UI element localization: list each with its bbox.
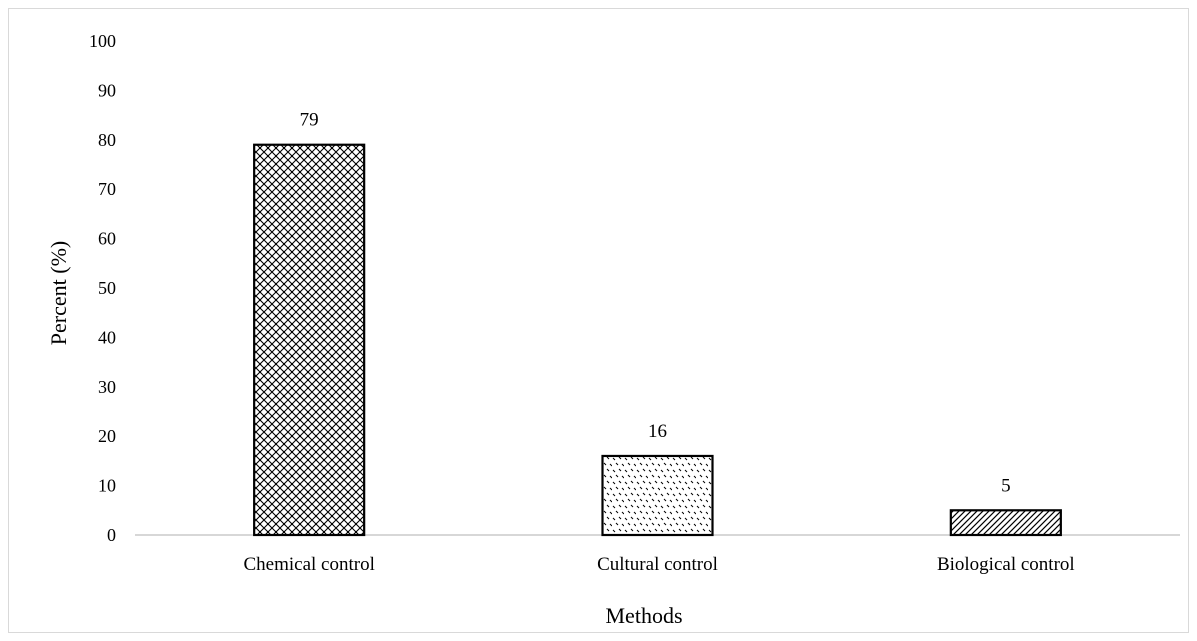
data-label: 79 [300, 110, 319, 131]
y-tick-label: 20 [98, 426, 116, 446]
y-tick-label: 70 [98, 179, 116, 199]
y-tick-label: 100 [89, 31, 116, 51]
y-tick-label: 30 [98, 377, 116, 397]
y-axis: 0 10 20 30 40 50 60 70 80 90 100 [89, 31, 116, 545]
x-tick-label: Cultural control [597, 554, 718, 575]
y-tick-label: 10 [98, 476, 116, 496]
x-tick-label: Chemical control [243, 554, 374, 575]
y-tick-label: 90 [98, 80, 116, 100]
y-tick-label: 80 [98, 130, 116, 150]
x-tick-label: Biological control [937, 554, 1075, 575]
x-axis: Chemical control Cultural control Biologic… [243, 554, 1074, 575]
data-label: 16 [648, 421, 667, 442]
y-axis-title: Percent (%) [46, 241, 71, 345]
y-tick-label: 60 [98, 229, 116, 249]
bars: 79 16 5 [253, 110, 1062, 537]
bar [601, 454, 714, 537]
data-label: 5 [1001, 475, 1011, 496]
y-tick-label: 50 [98, 278, 116, 298]
y-tick-label: 40 [98, 327, 116, 347]
bar [253, 143, 366, 537]
x-axis-title: Methods [606, 603, 683, 628]
bar [949, 509, 1062, 537]
y-tick-label: 0 [107, 525, 116, 545]
